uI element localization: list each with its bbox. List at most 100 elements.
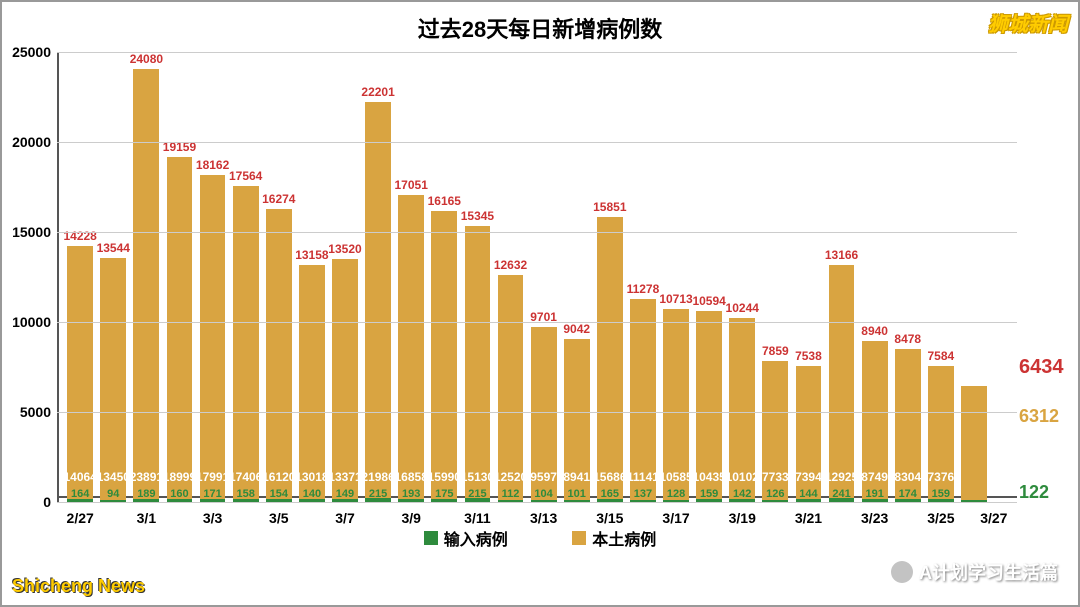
bar-total-label: 10244 bbox=[716, 301, 768, 315]
bar-group bbox=[961, 52, 987, 502]
chart-title: 过去28天每日新增病例数 bbox=[2, 2, 1078, 44]
x-tick: 3/19 bbox=[729, 510, 756, 526]
bar-group: 1534515130215 bbox=[465, 52, 491, 502]
bar-group: 1315813018140 bbox=[299, 52, 325, 502]
wechat-icon bbox=[891, 561, 913, 583]
bar-local bbox=[961, 386, 987, 500]
bar-group: 1024410102142 bbox=[729, 52, 755, 502]
bar-total-label: 17051 bbox=[385, 178, 437, 192]
bar-group: 75387394144 bbox=[796, 52, 822, 502]
bar-group: 2408023891189 bbox=[133, 52, 159, 502]
grid-line bbox=[57, 412, 1017, 413]
bar-total-label: 12632 bbox=[485, 258, 537, 272]
legend-local: 本土病例 bbox=[572, 526, 656, 550]
bar-total-label: 9042 bbox=[551, 322, 603, 336]
bar-total-label: 13544 bbox=[87, 241, 139, 255]
bar-imported-label: 159 bbox=[915, 488, 967, 500]
bar-local bbox=[100, 258, 126, 500]
bar-group: 84788304174 bbox=[895, 52, 921, 502]
bar-group: 1585115686165 bbox=[597, 52, 623, 502]
bar-group: 2220121986215 bbox=[365, 52, 391, 502]
x-tick: 3/11 bbox=[464, 510, 490, 526]
grid-line bbox=[57, 232, 1017, 233]
y-tick: 0 bbox=[2, 494, 51, 510]
bar-local bbox=[597, 217, 623, 499]
bar-total-label: 17564 bbox=[220, 169, 272, 183]
legend-local-label: 本土病例 bbox=[592, 526, 656, 550]
bars-layer: 14228140641642/2713544134509424080238911… bbox=[57, 52, 1017, 502]
bar-total-label: 7584 bbox=[915, 349, 967, 363]
chart-container: 狮城新闻 Shicheng News A计划学习生活篇 过去28天每日新增病例数… bbox=[0, 0, 1080, 607]
bar-group: 1316612925241 bbox=[829, 52, 855, 502]
bar-group: 1616515990175 bbox=[431, 52, 457, 502]
bar-total-label: 16165 bbox=[418, 194, 470, 208]
callout-total-last: 6434 bbox=[1019, 356, 1064, 379]
bar-group: 97019597104 bbox=[531, 52, 557, 502]
bar-group: 1352013371149 bbox=[332, 52, 358, 502]
bar-group: 75847376159 bbox=[928, 52, 954, 502]
bar-total-label: 15851 bbox=[584, 200, 636, 214]
bar-group: 1915918999160 bbox=[167, 52, 193, 502]
grid-line bbox=[57, 52, 1017, 53]
bar-total-label: 7538 bbox=[783, 349, 835, 363]
x-tick: 3/3 bbox=[203, 510, 222, 526]
x-tick: 3/13 bbox=[530, 510, 557, 526]
bar-group: 1627416120154 bbox=[266, 52, 292, 502]
bar-local bbox=[332, 259, 358, 500]
bar-group: 1127811141137 bbox=[630, 52, 656, 502]
bar-group: 1071310585128 bbox=[663, 52, 689, 502]
bar-group: 1705116858193 bbox=[398, 52, 424, 502]
bar-local bbox=[299, 265, 325, 499]
bar-group: 89408749191 bbox=[862, 52, 888, 502]
bar-group: 78597733126 bbox=[762, 52, 788, 502]
bar-local-label: 7376 bbox=[915, 470, 967, 484]
plot-area: 14228140641642/2713544134509424080238911… bbox=[57, 52, 1017, 502]
bar-local bbox=[133, 69, 159, 499]
bar-local bbox=[498, 275, 524, 500]
x-tick: 3/7 bbox=[335, 510, 354, 526]
legend-imported-label: 输入病例 bbox=[444, 526, 508, 550]
bar-local bbox=[398, 195, 424, 498]
y-tick: 15000 bbox=[2, 224, 51, 240]
bar-total-label: 13166 bbox=[816, 248, 868, 262]
x-tick: 3/1 bbox=[137, 510, 156, 526]
y-tick: 5000 bbox=[2, 404, 51, 420]
bar-total-label: 15345 bbox=[452, 209, 504, 223]
legend-imported: 输入病例 bbox=[424, 526, 508, 550]
bar-local bbox=[365, 102, 391, 498]
y-tick: 20000 bbox=[2, 134, 51, 150]
legend: 输入病例 本土病例 bbox=[2, 526, 1078, 550]
x-tick: 3/25 bbox=[927, 510, 954, 526]
x-tick: 3/5 bbox=[269, 510, 288, 526]
callout-local-last: 6312 bbox=[1019, 406, 1059, 427]
x-tick: 3/27 bbox=[980, 510, 1007, 526]
bar-local bbox=[200, 175, 226, 499]
bar-total-label: 13520 bbox=[319, 242, 371, 256]
bar-group: 1756417406158 bbox=[233, 52, 259, 502]
x-tick: 2/27 bbox=[67, 510, 94, 526]
bar-total-label: 8478 bbox=[882, 332, 934, 346]
x-tick: 3/9 bbox=[401, 510, 420, 526]
x-tick: 3/15 bbox=[596, 510, 623, 526]
watermark-bottom-right: A计划学习生活篇 bbox=[891, 559, 1058, 585]
callout-imported-last: 122 bbox=[1019, 482, 1049, 503]
x-tick: 3/23 bbox=[861, 510, 888, 526]
y-tick: 25000 bbox=[2, 44, 51, 60]
grid-line bbox=[57, 142, 1017, 143]
legend-swatch-local bbox=[572, 531, 586, 545]
watermark-top-right: 狮城新闻 bbox=[988, 8, 1068, 37]
bar-group: 135441345094 bbox=[100, 52, 126, 502]
bar-group: 1422814064164 bbox=[67, 52, 93, 502]
bar-total-label: 22201 bbox=[352, 85, 404, 99]
bar-group: 1263212520112 bbox=[498, 52, 524, 502]
bar-group: 1816217991171 bbox=[200, 52, 226, 502]
bar-total-label: 24080 bbox=[121, 52, 173, 66]
bar-local bbox=[167, 157, 193, 499]
bar-total-label: 16274 bbox=[253, 192, 305, 206]
watermark-bottom-left: Shicheng News bbox=[12, 576, 145, 597]
legend-swatch-imported bbox=[424, 531, 438, 545]
grid-line bbox=[57, 322, 1017, 323]
bar-local bbox=[67, 246, 93, 499]
bar-local bbox=[829, 265, 855, 498]
x-tick: 3/17 bbox=[662, 510, 689, 526]
